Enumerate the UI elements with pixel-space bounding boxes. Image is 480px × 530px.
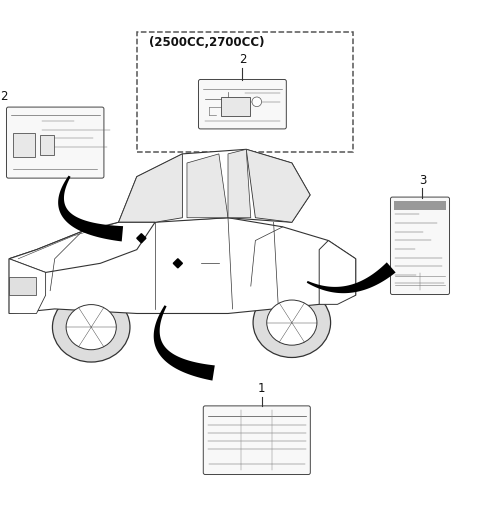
Ellipse shape: [66, 305, 116, 350]
Bar: [394, 201, 446, 209]
FancyBboxPatch shape: [221, 97, 250, 116]
Ellipse shape: [52, 292, 130, 362]
Bar: [137, 32, 353, 152]
Text: 3: 3: [419, 173, 426, 187]
FancyBboxPatch shape: [391, 197, 449, 295]
FancyBboxPatch shape: [13, 133, 35, 157]
FancyBboxPatch shape: [7, 107, 104, 178]
FancyBboxPatch shape: [39, 135, 54, 155]
Polygon shape: [9, 277, 36, 295]
Polygon shape: [246, 149, 310, 222]
FancyBboxPatch shape: [199, 80, 286, 129]
Text: 2: 2: [0, 90, 7, 103]
Polygon shape: [187, 154, 228, 218]
Polygon shape: [319, 241, 356, 304]
Polygon shape: [9, 259, 46, 313]
Polygon shape: [9, 218, 356, 313]
Polygon shape: [58, 175, 123, 242]
Text: (2500CC,2700CC): (2500CC,2700CC): [149, 36, 264, 49]
Polygon shape: [154, 305, 215, 381]
Ellipse shape: [253, 288, 331, 357]
Ellipse shape: [267, 300, 317, 345]
Polygon shape: [137, 234, 146, 243]
Polygon shape: [119, 154, 182, 222]
Circle shape: [252, 97, 262, 107]
FancyBboxPatch shape: [204, 406, 311, 474]
Polygon shape: [228, 149, 251, 218]
Text: 2: 2: [239, 53, 246, 66]
Polygon shape: [173, 259, 182, 268]
Polygon shape: [119, 149, 310, 222]
Polygon shape: [307, 262, 396, 293]
Text: 1: 1: [258, 382, 265, 395]
Polygon shape: [9, 222, 155, 272]
